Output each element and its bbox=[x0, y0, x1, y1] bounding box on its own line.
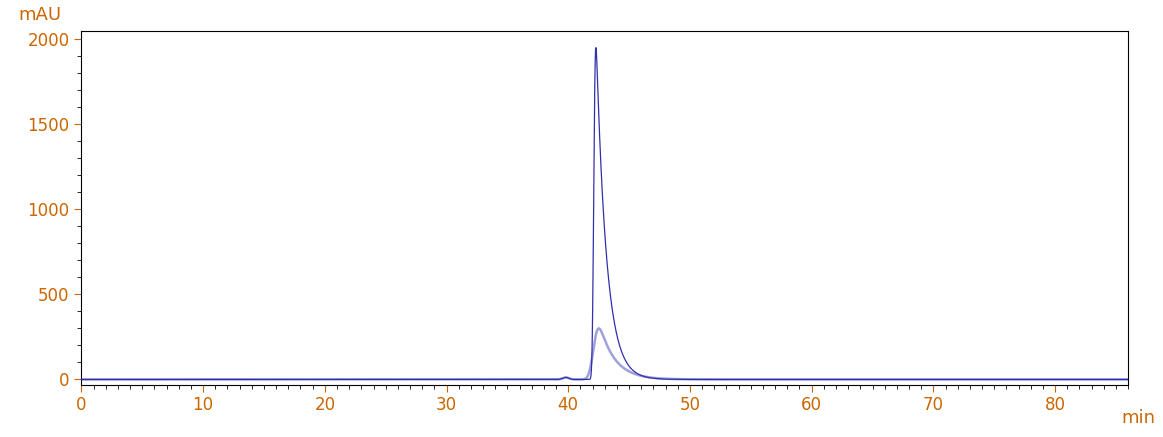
Y-axis label: mAU: mAU bbox=[17, 6, 62, 24]
X-axis label: min: min bbox=[1121, 409, 1156, 427]
